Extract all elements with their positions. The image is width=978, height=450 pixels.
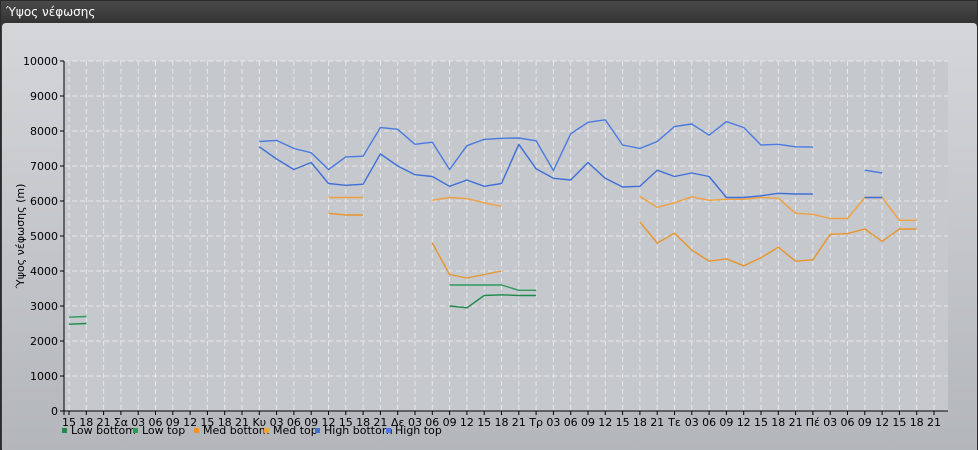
x-tick-label: 09	[719, 416, 733, 429]
x-tick-label: 03	[408, 416, 422, 429]
x-tick-label: 21	[789, 416, 803, 429]
x-tick-label: 12	[183, 416, 197, 429]
legend-swatch	[62, 428, 67, 433]
x-tick-label: 06	[564, 416, 578, 429]
series-line-low-top	[449, 284, 537, 291]
x-tick-label: 18	[495, 416, 509, 429]
x-tick-label: 15	[200, 416, 214, 429]
y-tick-label: 10000	[23, 55, 58, 68]
series-line-low-bottom	[449, 294, 537, 309]
x-tick-label: 21	[235, 416, 249, 429]
x-tick-label: 18	[771, 416, 785, 429]
x-tick-label: 06	[425, 416, 439, 429]
x-tick-label: 21	[97, 416, 111, 429]
legend-swatch	[315, 428, 320, 433]
legend-label: Low top	[142, 424, 185, 437]
x-tick-label: 03	[685, 416, 699, 429]
x-tick-label: 15	[339, 416, 353, 429]
legend-swatch	[194, 428, 199, 433]
x-tick-label: 15	[754, 416, 768, 429]
series-line-low-top	[68, 315, 87, 318]
x-tick-label: 12	[875, 416, 889, 429]
series-line-med-bottom	[328, 212, 364, 216]
x-tick-label: 21	[373, 416, 387, 429]
legend-label: Low bottom	[71, 424, 136, 437]
series-line-high-top	[259, 119, 813, 172]
x-tick-label: 15	[477, 416, 491, 429]
y-tick-label: 4000	[30, 265, 58, 278]
series-line-low-bottom	[68, 322, 87, 325]
y-tick-label: 3000	[30, 300, 58, 313]
legend-label: High top	[395, 424, 442, 437]
x-tick-label: 12	[737, 416, 751, 429]
x-tick-label: 21	[512, 416, 526, 429]
x-tick-label: 09	[858, 416, 872, 429]
series-line-med-bottom	[639, 221, 917, 267]
window-title: Ύψος νέφωσης	[1, 1, 977, 23]
y-tick-label: 0	[51, 405, 58, 418]
legend-label: Med top	[273, 424, 318, 437]
x-tick-label: 12	[322, 416, 336, 429]
x-tick-label: 12	[460, 416, 474, 429]
x-tick-label: Σα	[114, 416, 128, 429]
series-line-high-bottom	[258, 143, 813, 199]
x-tick-label: 18	[218, 416, 232, 429]
x-tick-label: Κυ	[253, 416, 267, 429]
x-tick-label: 03	[270, 416, 284, 429]
x-tick-label: 03	[823, 416, 837, 429]
x-tick-label: 03	[131, 416, 145, 429]
y-tick-label: 7000	[30, 160, 58, 173]
legend-swatch	[264, 428, 269, 433]
x-tick-label: 09	[166, 416, 180, 429]
legend-label: Med bottom	[203, 424, 270, 437]
x-tick-label: 03	[546, 416, 560, 429]
y-tick-label: 8000	[30, 125, 58, 138]
legend-swatch	[133, 428, 138, 433]
x-tick-label: 18	[633, 416, 647, 429]
x-tick-label: 12	[598, 416, 612, 429]
chart-panel: 0 1000 2000 3000 4000 5000 6000 7000 8000 9000 100…	[2, 23, 977, 450]
x-tick-label: 21	[927, 416, 941, 429]
legend-label: High bottom	[324, 424, 393, 437]
x-tick-label: 18	[910, 416, 924, 429]
x-tick-label: 09	[581, 416, 595, 429]
x-tick-label: 06	[702, 416, 716, 429]
x-tick-label: Τε	[667, 416, 681, 429]
cloud-height-chart: 0 1000 2000 3000 4000 5000 6000 7000 8000 9000 100…	[14, 55, 948, 437]
x-tick-label: 15	[616, 416, 630, 429]
series-line-high-top	[864, 169, 883, 174]
y-tick-label: 1000	[30, 370, 58, 383]
x-tick-label: 09	[304, 416, 318, 429]
x-tick-label: 06	[287, 416, 301, 429]
x-tick-label: Δε	[391, 416, 405, 429]
y-tick-label: 6000	[30, 195, 58, 208]
legend-swatch	[386, 428, 391, 433]
x-tick-label: 15	[892, 416, 906, 429]
x-tick-label: 06	[841, 416, 855, 429]
x-tick-label: 18	[79, 416, 93, 429]
x-tick-label: 21	[650, 416, 664, 429]
y-axis-title: Ύψος νέφωσης (m)	[14, 184, 27, 290]
series-line-med-bottom	[431, 242, 502, 279]
y-tick-label: 9000	[30, 90, 58, 103]
x-tick-label: Πέ	[806, 416, 820, 429]
series-line-med-top	[432, 196, 502, 207]
x-tick-label: Τρ	[528, 416, 543, 429]
y-tick-label: 5000	[30, 230, 58, 243]
x-tick-label: 09	[443, 416, 457, 429]
x-tick-label: 06	[149, 416, 163, 429]
y-tick-label: 2000	[30, 335, 58, 348]
x-tick-label: 18	[356, 416, 370, 429]
x-tick-label: 15	[62, 416, 76, 429]
